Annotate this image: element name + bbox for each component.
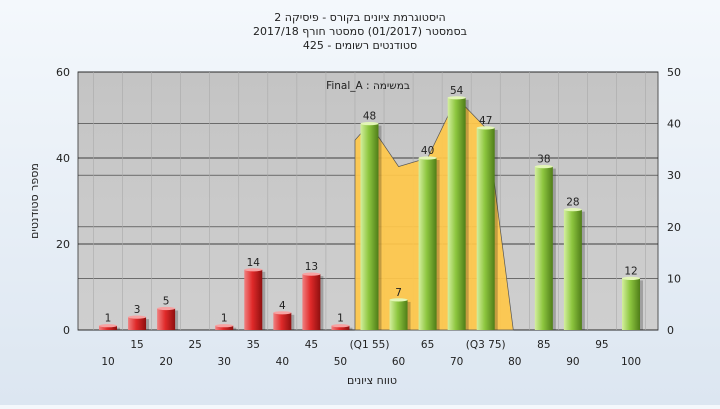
chart-title-line-3: סטודנטים רשומים - 425 bbox=[303, 39, 417, 52]
x-tick-label: 45 bbox=[305, 339, 318, 351]
x-tick-label: 20 bbox=[159, 356, 172, 368]
value-label: 40 bbox=[421, 145, 434, 157]
bar bbox=[418, 158, 437, 330]
y-axis-label: מספר סטודנטים bbox=[28, 163, 41, 239]
bar-cap bbox=[273, 311, 292, 315]
x-tick-label: 30 bbox=[218, 356, 231, 368]
y2-tick-label: 50 bbox=[667, 66, 681, 79]
chart-title-line-1: היסטוגרמת ציונים בקורס - פיסיקה 2 bbox=[274, 11, 445, 24]
x-tick-label: 100 bbox=[621, 356, 641, 368]
chart-title-line-2: בסמסטר (01/2017) סמסטר חורף 2017/18 bbox=[253, 25, 467, 38]
value-label: 1 bbox=[337, 313, 344, 325]
bar bbox=[476, 127, 495, 331]
value-label: 1 bbox=[221, 313, 228, 325]
bar bbox=[128, 317, 147, 330]
value-label: 4 bbox=[279, 300, 286, 312]
y-tick-label: 20 bbox=[56, 238, 70, 251]
y2-tick-label: 40 bbox=[667, 118, 681, 131]
x-tick-label: 90 bbox=[566, 356, 579, 368]
value-label: 7 bbox=[395, 287, 402, 299]
bar-cap bbox=[418, 156, 437, 160]
axes: 020406001020304050101520253035404550(Q1 … bbox=[56, 66, 681, 368]
x-tick-label: 65 bbox=[421, 339, 434, 351]
bar bbox=[99, 325, 117, 330]
bar-cap bbox=[157, 306, 176, 311]
bar bbox=[273, 312, 292, 330]
x-tick-label: 35 bbox=[247, 339, 260, 351]
bar-cap bbox=[302, 272, 321, 276]
bar-cap bbox=[622, 276, 640, 280]
bar-cap bbox=[244, 268, 263, 272]
bar bbox=[331, 325, 350, 330]
bar-cap bbox=[389, 298, 408, 302]
x-tick-label: 25 bbox=[188, 339, 201, 351]
value-label: 47 bbox=[479, 115, 492, 127]
bar-cap bbox=[215, 324, 234, 328]
bar bbox=[302, 274, 321, 330]
bar-cap bbox=[128, 315, 147, 319]
y2-tick-label: 0 bbox=[667, 324, 674, 337]
bar-cap bbox=[447, 96, 466, 100]
bar bbox=[389, 299, 408, 330]
bar-cap bbox=[534, 165, 553, 169]
bar-cap bbox=[99, 324, 117, 328]
value-label: 14 bbox=[247, 257, 261, 269]
value-label: 3 bbox=[134, 304, 141, 316]
x-tick-label: 10 bbox=[101, 356, 114, 368]
y2-tick-label: 10 bbox=[667, 272, 681, 285]
grid-lines bbox=[78, 71, 658, 331]
y-tick-label: 0 bbox=[63, 324, 70, 337]
y-tick-label: 40 bbox=[56, 152, 70, 165]
value-label: 5 bbox=[163, 296, 170, 308]
y2-tick-label: 30 bbox=[667, 169, 681, 182]
bar bbox=[563, 209, 582, 330]
y2-tick-label: 20 bbox=[667, 221, 681, 234]
bars bbox=[99, 96, 643, 331]
area-annotation: Final_A : במשימה bbox=[326, 80, 410, 92]
value-label: 1 bbox=[105, 313, 112, 325]
bar-cap bbox=[331, 324, 350, 328]
x-tick-label: 50 bbox=[334, 356, 347, 368]
x-tick-label: 85 bbox=[537, 339, 550, 351]
value-label: 28 bbox=[566, 197, 579, 209]
bar-cap bbox=[563, 208, 582, 212]
x-tick-label: 60 bbox=[392, 356, 405, 368]
value-label: 48 bbox=[363, 111, 376, 123]
x-tick-label: (Q1 55) bbox=[350, 339, 390, 351]
bar bbox=[447, 97, 466, 330]
bar bbox=[215, 325, 234, 330]
x-tick-label: (Q3 75) bbox=[466, 339, 506, 351]
x-tick-label: 95 bbox=[595, 339, 608, 351]
value-label: 12 bbox=[624, 265, 637, 277]
bar bbox=[360, 123, 379, 330]
bar bbox=[244, 269, 263, 330]
x-tick-label: 40 bbox=[276, 356, 289, 368]
value-label: 38 bbox=[537, 154, 550, 166]
y-tick-label: 60 bbox=[56, 66, 70, 79]
x-tick-label: 15 bbox=[130, 339, 143, 351]
bar-cap bbox=[360, 122, 379, 126]
x-tick-label: 80 bbox=[508, 356, 521, 368]
bar-cap bbox=[476, 126, 495, 130]
bar bbox=[534, 166, 553, 330]
bar bbox=[622, 278, 640, 330]
x-axis-label: טווח ציונים bbox=[347, 374, 397, 387]
value-label: 54 bbox=[450, 85, 464, 97]
bar bbox=[157, 308, 176, 330]
x-tick-label: 70 bbox=[450, 356, 463, 368]
value-label: 13 bbox=[305, 261, 318, 273]
